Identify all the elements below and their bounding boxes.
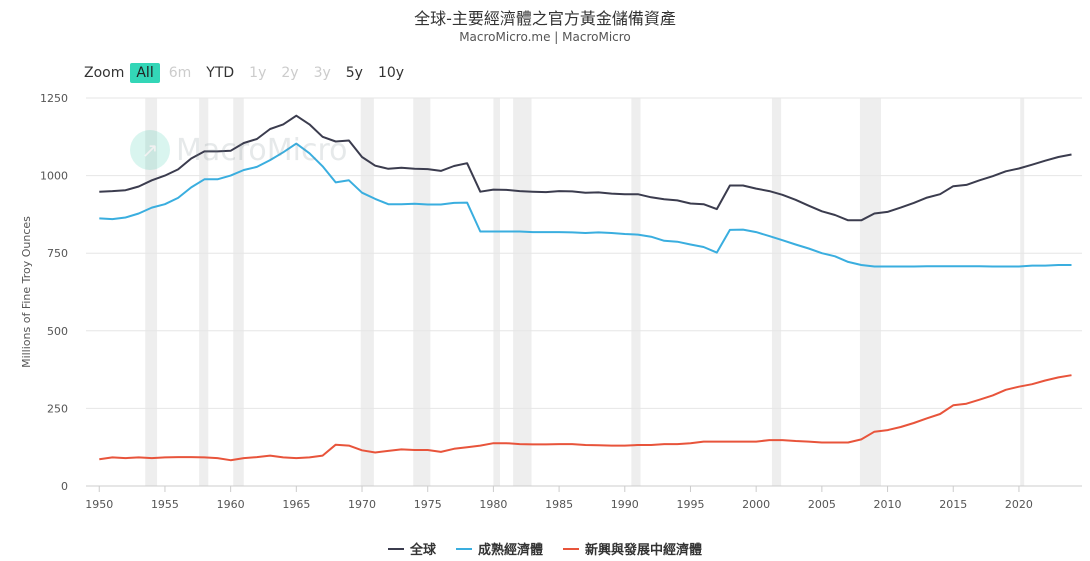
recession-band-7 [631,98,641,486]
watermark-text: MacroMicro [176,132,348,168]
x-tick-label-1970: 1970 [348,498,376,511]
watermark-logo: ↗ MacroMicro [130,130,348,170]
chart-growth-icon: ↗ [130,130,170,170]
series-line-2 [99,374,1072,462]
zoom-6m-button[interactable]: 6m [168,65,192,81]
recession-band-6 [513,98,532,486]
series-layer [99,114,1072,462]
zoom-2y-button[interactable]: 2y [281,65,299,81]
zoom-5y-button[interactable]: 5y [345,65,363,81]
recession-band-8 [771,98,782,486]
x-tick-label-1965: 1965 [282,498,310,511]
x-tick-label-2020: 2020 [1005,498,1033,511]
x-tick-label-2010: 2010 [874,498,902,511]
zoom-ytd-button[interactable]: YTD [206,65,235,81]
axes: 0 250 500 750 1000 1250 1950 1955 1960 1965 1970 19… [40,92,1033,511]
legend-item-emerging[interactable]: 新興與發展中經濟體 [563,539,702,558]
recession-band-10 [1020,98,1025,486]
x-tick-label-2000: 2000 [742,498,770,511]
y-tick-label-500: 500 [47,325,68,338]
series-line-1 [99,142,1072,268]
x-tick-label-1990: 1990 [611,498,639,511]
zoom-1y-button[interactable]: 1y [249,65,267,81]
recession-band-2 [233,98,244,486]
y-tick-label-750: 750 [47,247,68,260]
legend-swatch-advanced [455,547,472,550]
gridlines [86,97,1082,487]
chart-title: 全球-主要經濟體之官方黃金儲備資產 [414,9,676,28]
y-tick-label-250: 250 [47,402,68,415]
x-tick-label-1995: 1995 [676,498,704,511]
x-tick-label-1980: 1980 [479,498,507,511]
x-tick-label-1985: 1985 [545,498,573,511]
legend-item-advanced[interactable]: 成熟經濟體 [455,539,543,558]
y-axis-title: Millions of Fine Troy Ounces [20,216,33,368]
legend-label-advanced: 成熟經濟體 [477,543,543,558]
legend: 全球 成熟經濟體 新興與發展中經濟體 [0,539,1090,558]
recession-bands [145,98,1025,486]
legend-label-global: 全球 [409,543,436,558]
x-tick-label-2015: 2015 [939,498,967,511]
legend-swatch-global [387,547,404,550]
x-tick-label-1950: 1950 [85,498,113,511]
recession-band-0 [145,98,158,486]
x-tick-label-1960: 1960 [217,498,245,511]
y-tick-label-1250: 1250 [40,92,68,105]
x-tick-label-1955: 1955 [151,498,179,511]
y-tick-label-1000: 1000 [40,170,68,183]
x-tick-label-1975: 1975 [414,498,442,511]
zoom-range-selector: Zoom All 6m YTD 1y 2y 3y 5y 10y [84,61,413,85]
recession-band-4 [413,98,431,486]
recession-band-1 [199,98,209,486]
recession-band-3 [360,98,374,486]
legend-label-emerging: 新興與發展中經濟體 [585,543,703,558]
recession-band-9 [859,98,881,486]
zoom-10y-button[interactable]: 10y [377,65,405,81]
zoom-label: Zoom [84,65,125,81]
y-tick-label-0: 0 [61,480,68,493]
chart-subtitle: MacroMicro.me | MacroMicro [459,30,631,44]
zoom-3y-button[interactable]: 3y [313,65,331,81]
recession-band-5 [493,98,500,486]
legend-item-global[interactable]: 全球 [387,539,436,558]
x-tick-label-2005: 2005 [808,498,836,511]
legend-swatch-emerging [563,547,579,550]
series-line-0 [99,114,1072,222]
zoom-all-button[interactable]: All [130,63,160,83]
